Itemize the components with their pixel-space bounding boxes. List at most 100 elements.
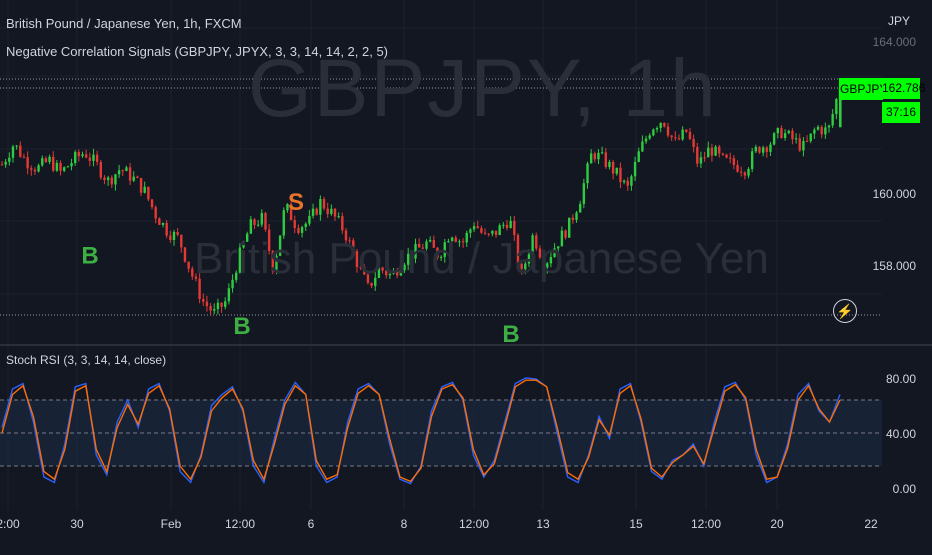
candle-body: [487, 233, 490, 235]
candle-body: [472, 226, 476, 230]
candle-body: [461, 241, 465, 243]
candle-body: [549, 257, 553, 264]
candle-body: [425, 241, 428, 249]
time-tick: 30: [70, 517, 84, 531]
candle-body: [750, 151, 754, 170]
candle-body: [359, 267, 362, 269]
candle-body: [99, 161, 103, 178]
candle-body: [363, 267, 366, 275]
candle-body: [791, 130, 794, 140]
candle-body: [385, 270, 388, 276]
candle-body: [121, 170, 124, 172]
candle-body: [458, 241, 461, 243]
candle-body: [736, 164, 739, 172]
candle-body: [154, 207, 157, 219]
candle-body: [322, 199, 326, 209]
candle-body: [608, 161, 611, 168]
candle-body: [264, 213, 267, 230]
candle-body: [805, 140, 809, 142]
candle-body: [809, 133, 812, 142]
candle-body: [538, 248, 542, 258]
candle-body: [169, 235, 172, 240]
candle-body: [48, 156, 51, 163]
candle-body: [278, 235, 282, 256]
candle-body: [560, 230, 564, 247]
indicator-title[interactable]: Negative Correlation Signals (GBPJPY, JP…: [6, 44, 389, 59]
candle-body: [619, 167, 622, 183]
candle-body: [798, 138, 801, 151]
candle-body: [260, 213, 264, 225]
candle-body: [399, 270, 403, 276]
candle-body: [652, 129, 655, 136]
candle-body: [527, 254, 531, 264]
candle-body: [696, 147, 699, 164]
candle-body: [557, 246, 560, 249]
candle-body: [802, 140, 805, 151]
candle-body: [564, 230, 567, 238]
candle-body: [176, 231, 179, 235]
candle-body: [502, 224, 505, 226]
candle-body: [630, 176, 633, 186]
symbol-title[interactable]: British Pound / Japanese Yen, 1h, FXCM: [6, 16, 242, 31]
candle-body: [780, 127, 783, 138]
candle-body: [483, 232, 487, 234]
candle-body: [158, 218, 161, 225]
candle-body: [77, 152, 81, 157]
candle-body: [761, 147, 765, 153]
candle-body: [827, 125, 831, 128]
candle-body: [92, 154, 95, 161]
rsi-tick-40: 40.00: [885, 427, 916, 441]
candle-body: [681, 129, 684, 140]
candle-body: [553, 248, 556, 258]
candle-body: [63, 167, 66, 171]
candle-body: [300, 227, 304, 233]
currency-label: JPY: [887, 14, 910, 28]
candle-body: [388, 274, 392, 276]
candle-body: [392, 270, 395, 275]
candle-body: [81, 154, 84, 157]
candle-body: [718, 146, 721, 154]
candle-body: [535, 235, 538, 249]
candle-body: [209, 306, 212, 311]
candle-body: [205, 301, 209, 307]
candle-body: [692, 138, 695, 148]
candle-body: [439, 256, 443, 258]
lightning-icon[interactable]: ⚡: [833, 299, 857, 323]
candle-body: [41, 158, 44, 166]
candle-body: [571, 217, 575, 220]
candle-body: [743, 172, 747, 176]
candle-body: [707, 147, 710, 158]
candle-body: [66, 166, 70, 168]
candle-body: [794, 138, 798, 140]
candle-body: [180, 234, 183, 248]
candle-body: [37, 165, 40, 172]
candle-body: [520, 263, 523, 270]
candle-body: [491, 230, 494, 234]
time-tick: 22: [864, 517, 878, 531]
candle-body: [406, 253, 410, 265]
stoch-rsi-title[interactable]: Stoch RSI (3, 3, 14, 14, close): [6, 353, 167, 367]
candle-body: [831, 114, 834, 126]
candle-body: [59, 162, 62, 171]
candle-body: [710, 147, 714, 156]
candle-body: [271, 250, 274, 272]
candle-body: [326, 208, 329, 215]
candle-body: [4, 161, 7, 165]
candle-body: [110, 177, 113, 185]
candle-body: [319, 199, 322, 215]
candle-body: [582, 183, 586, 204]
candle-body: [242, 241, 245, 248]
candle-body: [381, 267, 384, 271]
candle-body: [578, 203, 582, 213]
candle-body: [600, 152, 604, 154]
candle-body: [480, 228, 483, 233]
candle-body: [161, 222, 165, 225]
candle-body: [454, 237, 457, 242]
candle-body: [348, 240, 351, 242]
candle-body: [820, 126, 823, 135]
time-tick: 15: [629, 517, 643, 531]
candle-body: [341, 216, 344, 231]
candle-body: [70, 163, 73, 167]
candle-body: [253, 219, 256, 225]
